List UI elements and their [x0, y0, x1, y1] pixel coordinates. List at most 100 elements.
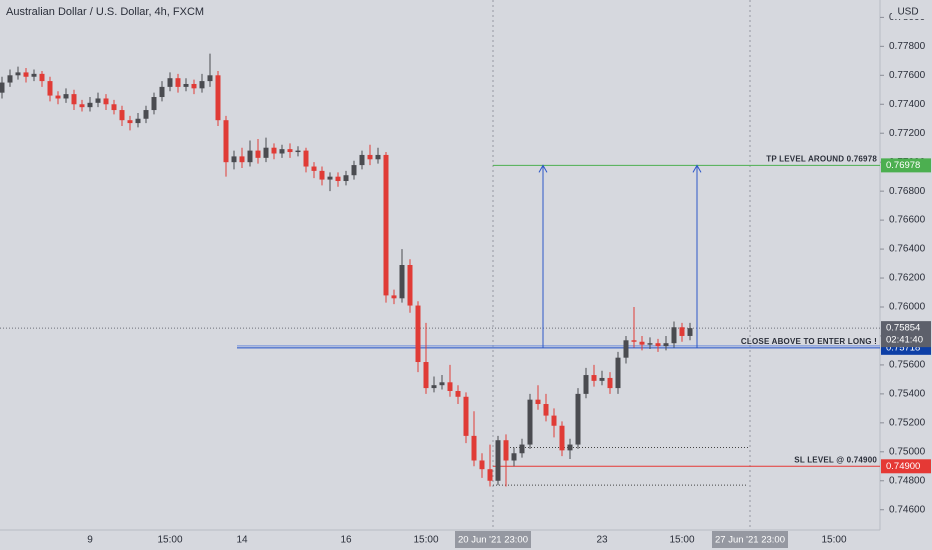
y-tick-label: 0.74800	[889, 475, 926, 486]
candle-body	[639, 341, 645, 345]
y-tick-label: 0.75200	[889, 417, 926, 428]
candle-body	[655, 343, 661, 347]
current-price-label: 0.75854	[886, 323, 920, 334]
candle-body	[111, 104, 117, 111]
y-tick-label: 0.75000	[889, 446, 926, 457]
candle-body	[335, 176, 341, 182]
y-tick-label: 0.77800	[889, 41, 926, 52]
candle-body	[599, 377, 605, 381]
candle-body	[423, 362, 429, 389]
candle-body	[527, 399, 533, 445]
x-tick-label: 15:00	[413, 535, 438, 546]
candle-body	[487, 469, 493, 481]
candle-body	[167, 78, 173, 87]
candle-body	[95, 98, 101, 103]
x-tick-label: 9	[87, 535, 93, 546]
candle-body	[47, 81, 53, 96]
y-tick-label: 0.75600	[889, 360, 926, 371]
candle-body	[103, 98, 109, 105]
candle-body	[439, 382, 445, 386]
candle-body	[559, 425, 565, 451]
level-text: SL LEVEL @ 0.74900	[794, 455, 877, 464]
candle-body	[375, 154, 381, 160]
chart-title: Australian Dollar / U.S. Dollar, 4h, FXC…	[6, 6, 204, 18]
candle-body	[279, 149, 285, 154]
candle-body	[31, 73, 37, 77]
currency-bg	[892, 5, 926, 19]
candle-body	[215, 75, 221, 121]
y-tick-label: 0.75400	[889, 389, 926, 400]
candle-body	[0, 82, 5, 93]
candle-body	[407, 265, 413, 306]
candle-body	[575, 393, 581, 445]
candle-body	[495, 440, 501, 481]
candle-body	[143, 110, 149, 119]
candle-body	[63, 94, 69, 99]
candle-body	[39, 73, 45, 82]
candle-body	[343, 175, 349, 182]
x-tick-label: 15:00	[157, 535, 182, 546]
candle-body	[247, 150, 253, 163]
candle-body	[615, 357, 621, 389]
candle-body	[183, 83, 189, 87]
time-marker-box	[712, 531, 788, 548]
candle-body	[463, 396, 469, 436]
candle-body	[431, 385, 437, 389]
price-box	[881, 158, 931, 173]
x-tick-label: 15:00	[669, 535, 694, 546]
candle-body	[479, 460, 485, 470]
y-tick-label: 0.76600	[889, 215, 926, 226]
candle-body	[71, 94, 77, 105]
candle-body	[15, 72, 21, 76]
candle-body	[671, 327, 677, 344]
y-tick-label: 0.76400	[889, 244, 926, 255]
y-tick-label: 0.77200	[889, 128, 926, 139]
currency: USD	[897, 7, 918, 18]
candle-body	[511, 453, 517, 461]
candle-body	[535, 399, 541, 405]
time-marker-label: 27 Jun '21 23:00	[715, 535, 785, 546]
time-marker-label: 20 Jun '21 23:00	[458, 535, 528, 546]
candle-body	[87, 102, 93, 108]
price-box	[881, 459, 931, 474]
candle-body	[647, 343, 653, 345]
candle-body	[687, 328, 693, 336]
candle-body	[23, 72, 29, 77]
candle-body	[295, 150, 301, 153]
candle-body	[239, 156, 245, 163]
candle-body	[119, 110, 125, 121]
candle-body	[135, 118, 141, 124]
y-tick-label: 0.76200	[889, 273, 926, 284]
y-tick-label: 0.77400	[889, 99, 926, 110]
candle-body	[127, 120, 133, 124]
y-tick-label: 0.74600	[889, 504, 926, 515]
candle-body	[399, 265, 405, 299]
candle-body	[351, 165, 357, 176]
countdown: 02:41:40	[886, 335, 923, 346]
candle-body	[679, 327, 685, 336]
candle-body	[631, 340, 637, 342]
candle-body	[391, 295, 397, 299]
candle-body	[223, 120, 229, 163]
x-tick-label: 15:00	[821, 535, 846, 546]
candle-body	[503, 440, 509, 461]
candle-body	[663, 343, 669, 347]
arrow-head	[538, 164, 548, 173]
candle-body	[79, 104, 85, 108]
price-box-label: 0.74900	[886, 461, 920, 472]
candle-body	[303, 150, 309, 167]
candle-body	[567, 444, 573, 451]
y-tick-label: 0.76800	[889, 186, 926, 197]
current-price-box	[881, 321, 931, 348]
candle-body	[263, 147, 269, 158]
level-text: TP LEVEL AROUND 0.76978	[766, 154, 877, 163]
x-tick-label: 23	[596, 535, 608, 546]
candle-body	[159, 86, 165, 98]
y-tick-label: 0.76000	[889, 302, 926, 313]
candle-body	[455, 390, 461, 397]
level-text: CLOSE ABOVE TO ENTER LONG !	[741, 337, 877, 346]
arrow-head	[692, 164, 702, 173]
candle-body	[287, 149, 293, 153]
